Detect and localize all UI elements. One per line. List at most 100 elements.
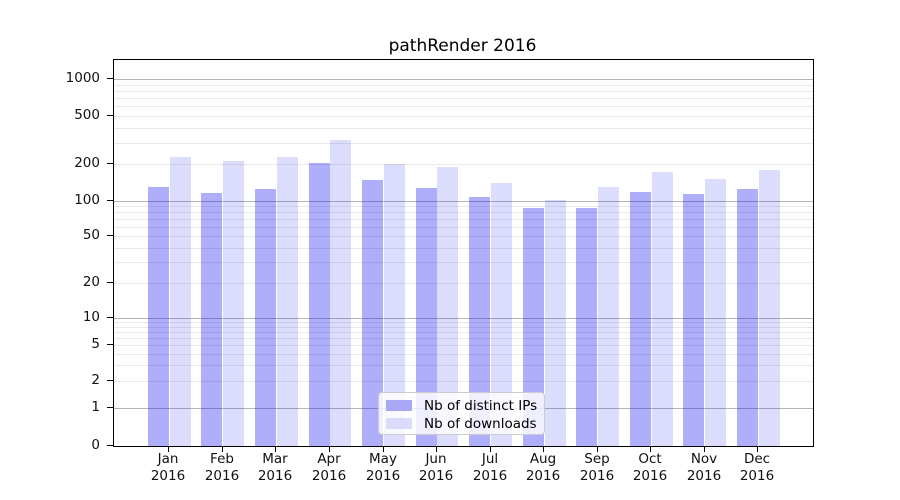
y-tick-label: 1 [91,399,100,415]
y-tick-mark [107,317,113,318]
bar-downloads-apr [330,139,352,446]
minor-gridline [114,143,813,144]
x-tick-label-feb: Feb 2016 [204,451,240,484]
y-tick-mark [107,200,113,201]
bar-distinct-ips-aug [522,207,544,446]
x-tick-label-aug: Aug 2016 [525,451,561,484]
bar-distinct-ips-sep [576,208,598,446]
y-tick-label: 100 [74,192,100,208]
minor-gridline [114,106,813,107]
x-tick-label-may: May 2016 [365,451,401,484]
x-tick-mark [168,446,169,452]
minor-gridline [114,219,813,220]
minor-gridline [114,98,813,99]
y-tick-mark [107,282,113,283]
bar-downloads-nov [705,178,727,446]
bar-downloads-aug [544,200,566,446]
bar-downloads-jan [169,157,191,446]
bar-downloads-jun [437,167,459,446]
x-tick-label-nov: Nov 2016 [686,451,722,484]
y-tick-mark [107,380,113,381]
x-tick-mark [704,446,705,452]
x-tick-mark [436,446,437,452]
x-tick-mark [597,446,598,452]
legend-swatch-downloads [386,418,412,429]
y-tick-mark [107,78,113,79]
y-tick-mark [107,344,113,345]
x-tick-label-mar: Mar 2016 [257,451,293,484]
minor-gridline [114,283,813,284]
y-tick-mark [107,163,113,164]
bar-distinct-ips-may [362,179,384,446]
x-tick-label-jan: Jan 2016 [150,451,186,484]
bar-distinct-ips-jun [415,188,437,446]
bar-distinct-ips-jul [469,197,491,446]
legend-label-distinct-ips: Nb of distinct IPs [424,397,538,414]
bar-distinct-ips-nov [683,193,705,446]
minor-gridline [114,381,813,382]
y-tick-label: 5 [91,336,100,352]
major-gridline [114,79,813,80]
minor-gridline [114,206,813,207]
y-tick-label: 200 [74,155,100,171]
legend-swatch-distinct-ips [386,400,412,411]
x-tick-mark [275,446,276,452]
bar-downloads-mar [276,156,298,446]
minor-gridline [114,236,813,237]
x-tick-mark [543,446,544,452]
minor-gridline [114,164,813,165]
major-gridline [114,201,813,202]
minor-gridline [114,327,813,328]
x-tick-mark [222,446,223,452]
minor-gridline [114,248,813,249]
minor-gridline [114,227,813,228]
y-tick-label: 20 [82,274,100,290]
bar-distinct-ips-oct [629,191,651,446]
plot-area: Nb of distinct IPs Nb of downloads [113,59,814,447]
y-tick-label: 10 [82,309,100,325]
bar-downloads-feb [223,160,245,446]
minor-gridline [114,345,813,346]
x-tick-mark [757,446,758,452]
minor-gridline [114,322,813,323]
x-tick-mark [383,446,384,452]
legend-item-distinct-ips: Nb of distinct IPs [386,397,538,414]
y-tick-mark [107,445,113,446]
bar-downloads-may [383,163,405,446]
minor-gridline [114,338,813,339]
minor-gridline [114,332,813,333]
x-tick-label-sep: Sep 2016 [579,451,615,484]
y-tick-mark [107,115,113,116]
minor-gridline [114,354,813,355]
x-tick-label-dec: Dec 2016 [739,451,775,484]
y-tick-label: 500 [74,107,100,123]
bar-downloads-jul [491,183,512,446]
y-tick-mark [107,407,113,408]
y-tick-label: 2 [91,372,100,388]
minor-gridline [114,365,813,366]
bar-distinct-ips-mar [255,189,276,446]
bar-downloads-dec [758,169,780,446]
legend: Nb of distinct IPs Nb of downloads [378,392,545,435]
y-tick-label: 1000 [65,70,100,86]
y-tick-label: 0 [91,437,100,453]
chart-title: pathRender 2016 [388,36,537,56]
x-tick-mark [329,446,330,452]
x-tick-mark [650,446,651,452]
x-tick-mark [490,446,491,452]
minor-gridline [114,262,813,263]
y-tick-mark [107,235,113,236]
minor-gridline [114,116,813,117]
bar-downloads-oct [651,172,673,446]
bar-distinct-ips-jan [147,187,169,446]
minor-gridline [114,212,813,213]
major-gridline [114,318,813,319]
bar-distinct-ips-apr [308,163,330,446]
minor-gridline [114,128,813,129]
x-tick-label-jul: Jul 2016 [472,451,508,484]
minor-gridline [114,85,813,86]
bar-distinct-ips-feb [201,192,223,446]
minor-gridline [114,91,813,92]
legend-item-downloads: Nb of downloads [386,415,537,432]
